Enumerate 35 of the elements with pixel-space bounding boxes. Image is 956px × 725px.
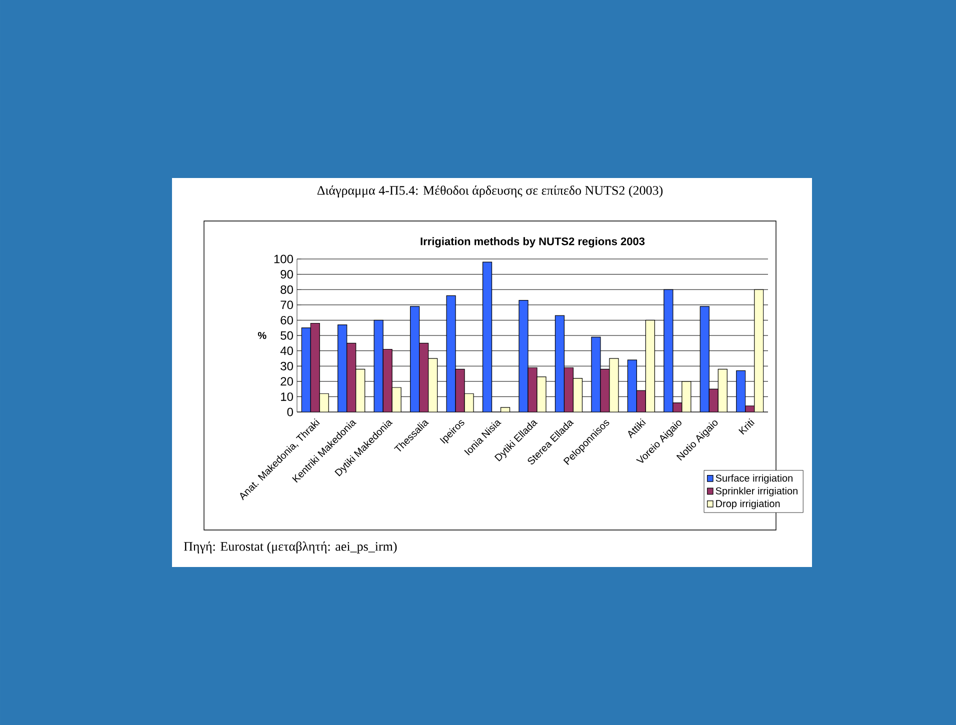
y-tick-label: 60 bbox=[280, 316, 294, 324]
legend-label: Drop irrigiation bbox=[716, 500, 780, 510]
bar bbox=[382, 348, 392, 412]
y-tick-label: 80 bbox=[280, 285, 294, 294]
bar bbox=[636, 390, 646, 412]
bar bbox=[310, 322, 320, 412]
bar bbox=[700, 306, 710, 412]
legend-label: Surface irrigiation bbox=[716, 474, 792, 484]
bar bbox=[627, 360, 637, 412]
bar bbox=[554, 315, 565, 412]
bar bbox=[419, 342, 429, 412]
bar bbox=[374, 320, 384, 412]
y-tick-label: 50 bbox=[280, 331, 294, 340]
y-tick-label: 100 bbox=[274, 254, 294, 264]
y-tick-label: 90 bbox=[280, 270, 294, 279]
bar bbox=[338, 324, 348, 412]
y-axis-title: % bbox=[258, 332, 266, 340]
chart-title: Διάγραμμα 4-Π5.4: Μέθοδοι άρδευσης σε επίπεδο NUTS2 (2003) bbox=[317, 186, 663, 198]
bar bbox=[708, 388, 718, 412]
text: Πηγή: Eurostat (μεταβλητή: aei_ps_irm) bbox=[184, 542, 397, 554]
bar bbox=[736, 370, 746, 412]
bar bbox=[346, 342, 356, 412]
y-tick-label: 70 bbox=[280, 300, 294, 310]
legend-label: Sprinkler irrigiation bbox=[716, 487, 798, 496]
bar bbox=[482, 262, 492, 412]
bar bbox=[410, 306, 420, 412]
y-tick-label: 0 bbox=[287, 408, 294, 416]
y-tick-label: 30 bbox=[280, 362, 294, 370]
bar bbox=[564, 367, 574, 412]
y-tick-label: 10 bbox=[281, 392, 294, 401]
chart-subtitle: Irrigiation methods by NUTS2 regions 2003 bbox=[420, 237, 645, 248]
y-tick-label: 40 bbox=[280, 346, 294, 356]
bar bbox=[301, 328, 311, 412]
y-tick-label: 20 bbox=[280, 377, 294, 386]
x-tick-label: Kriti bbox=[738, 418, 755, 435]
